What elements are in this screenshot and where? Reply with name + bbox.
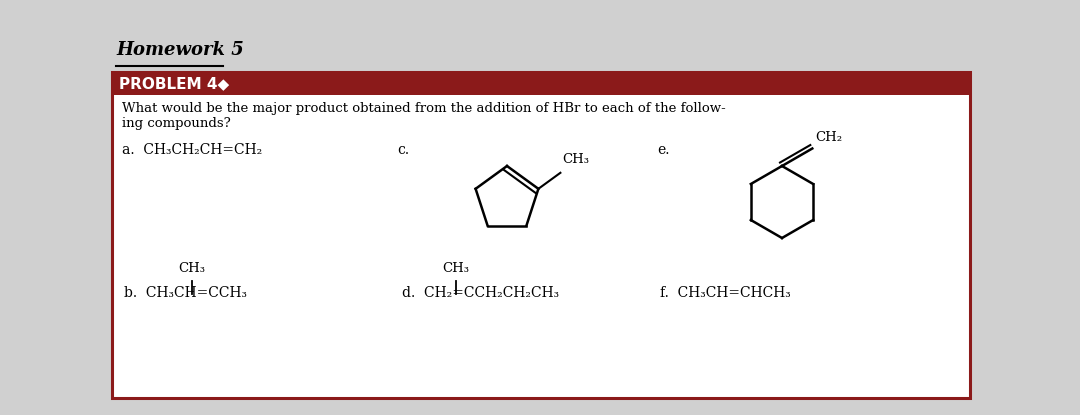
Text: ing compounds?: ing compounds? — [122, 117, 231, 130]
FancyBboxPatch shape — [112, 72, 970, 398]
Text: CH₂: CH₂ — [815, 130, 842, 144]
Text: e.: e. — [657, 143, 670, 157]
Text: CH₃: CH₃ — [563, 153, 590, 166]
Text: c.: c. — [397, 143, 409, 157]
Text: CH₃: CH₃ — [178, 262, 205, 275]
Text: a.  CH₃CH₂CH=CH₂: a. CH₃CH₂CH=CH₂ — [122, 143, 262, 157]
Text: d.  CH₂=CCH₂CH₂CH₃: d. CH₂=CCH₂CH₂CH₃ — [402, 286, 559, 300]
Text: What would be the major product obtained from the addition of HBr to each of the: What would be the major product obtained… — [122, 102, 726, 115]
Text: CH₃: CH₃ — [443, 262, 470, 275]
Text: PROBLEM 4◆: PROBLEM 4◆ — [119, 76, 229, 91]
FancyBboxPatch shape — [112, 72, 970, 95]
Text: f.  CH₃CH=CHCH₃: f. CH₃CH=CHCH₃ — [660, 286, 791, 300]
Text: Homework 5: Homework 5 — [116, 41, 244, 59]
Text: b.  CH₃CH=CCH₃: b. CH₃CH=CCH₃ — [124, 286, 247, 300]
